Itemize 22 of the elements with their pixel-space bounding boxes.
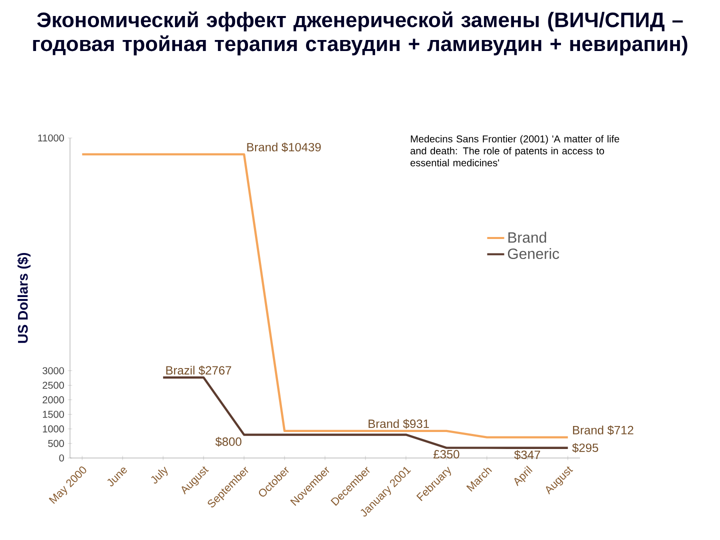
y-tick-label: 2000	[42, 396, 64, 404]
x-tick-label: July	[151, 466, 168, 484]
annotation: £350	[433, 450, 460, 458]
y-tick-label: 2500	[42, 382, 64, 389]
annotation: Medecins Sans Frontier (2001) 'A matter of life and death: The role of patents in access to essential medicines'	[410, 135, 620, 166]
y-tick-label: 1500	[42, 410, 64, 418]
annotation: Brazil $2767	[166, 366, 232, 376]
y-axis-title: US Dollars ($)	[17, 252, 31, 343]
annotation: $347	[514, 450, 540, 460]
annotation: Brand $712	[573, 425, 634, 436]
annotation: $800	[215, 436, 242, 447]
y-tick-label: 1000	[42, 425, 64, 432]
y-tick-label: 500	[48, 440, 64, 447]
chart-title: Экономический эффект дженерической замены (ВИЧ/СПИД – годовая тройная терапия ставудин + ламивудин + невирапин)	[33, 12, 688, 56]
legend-label: Generic	[508, 248, 560, 260]
annotation: Brand $10439	[247, 142, 321, 152]
legend-label: Brand	[508, 232, 546, 243]
annotation: $295	[572, 443, 598, 453]
annotation: Brand $931	[368, 419, 429, 429]
y-tick-label: 11000	[38, 134, 64, 142]
y-tick-label: 0	[59, 454, 64, 462]
y-tick-label: 3000	[42, 367, 64, 374]
